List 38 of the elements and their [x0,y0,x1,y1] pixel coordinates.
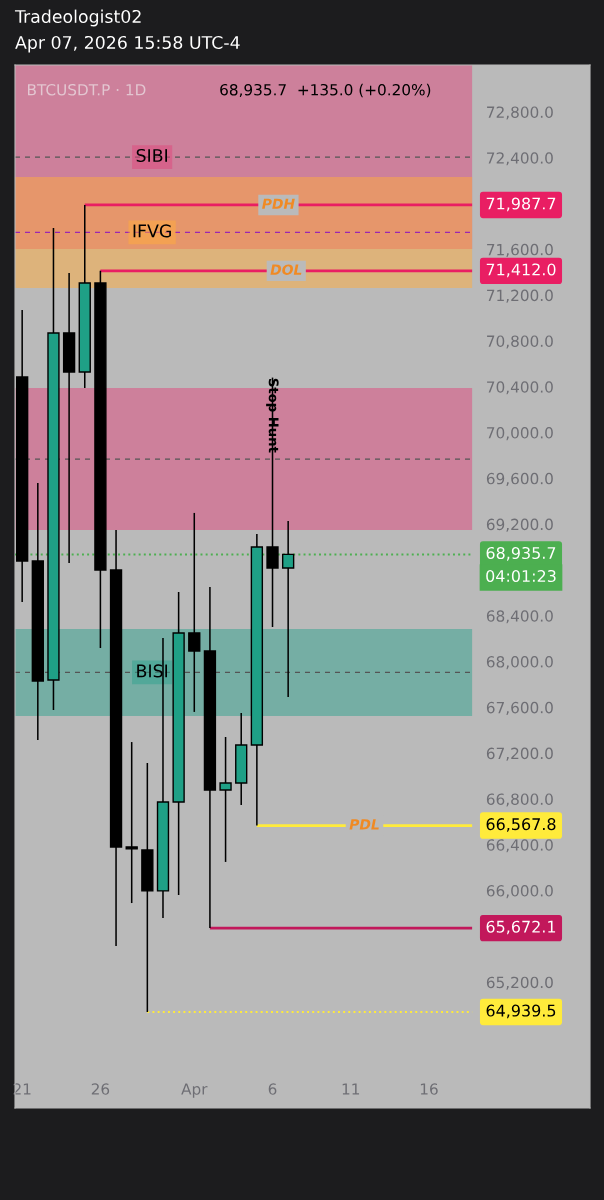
ref-line-label: 71,987.7 [486,197,556,212]
y-tick-label: 66,800.0 [486,793,553,807]
band-label: SIBI [136,148,168,163]
ref-line-label: 68,935.7 [486,546,556,561]
y-tick-label: 65,200.0 [486,976,553,990]
ref-line-label: 66,567.8 [486,818,556,832]
annotation: 04:01:23 [486,569,556,583]
y-tick-label: 67,600.0 [486,701,553,715]
y-tick-label: 68,000.0 [486,656,553,670]
ref-line-label: 71,412.0 [486,263,556,278]
ref-line-label: 65,672.1 [486,920,556,935]
x-tick-label: 6 [268,1083,277,1095]
y-tick-label: 68,400.0 [486,610,553,624]
y-tick-label: 69,600.0 [486,472,553,486]
y-tick-label: 70,000.0 [487,427,553,441]
y-tick-label: 70,800.0 [487,335,553,349]
x-tick-label: 16 [420,1083,438,1095]
annotation: PDL [349,819,379,830]
y-tick-label: 72,400.0 [487,152,553,166]
x-tick-label: Apr [181,1083,208,1098]
chart-subtitle: Apr 07, 2026 15:58 UTC-4 [15,35,240,53]
y-tick-label: 69,200.0 [486,518,553,532]
y-tick-label: 72,800.0 [487,106,553,120]
band-label: IFVG [133,224,171,238]
y-tick-label: 70,400.0 [487,381,553,395]
x-tick-label: 26 [91,1083,110,1095]
y-tick-label: 67,200.0 [486,747,553,761]
y-tick-label: 71,600.0 [487,243,553,257]
annotation: DOL [270,264,302,275]
annotation: PDH [262,198,295,209]
y-tick-label: 66,000.0 [486,885,553,899]
y-tick-label: 66,400.0 [486,839,553,853]
y-tick-label: 71,200.0 [487,289,553,303]
ref-line-label: 64,939.5 [486,1004,556,1019]
annotation: 68,935.7 +135.0 (+0.20%) [220,83,431,98]
x-tick-label: 11 [342,1083,360,1095]
annotation: BTCUSDT.P · 1D [28,83,146,96]
chart-title: Tradeologist02 [14,9,141,27]
